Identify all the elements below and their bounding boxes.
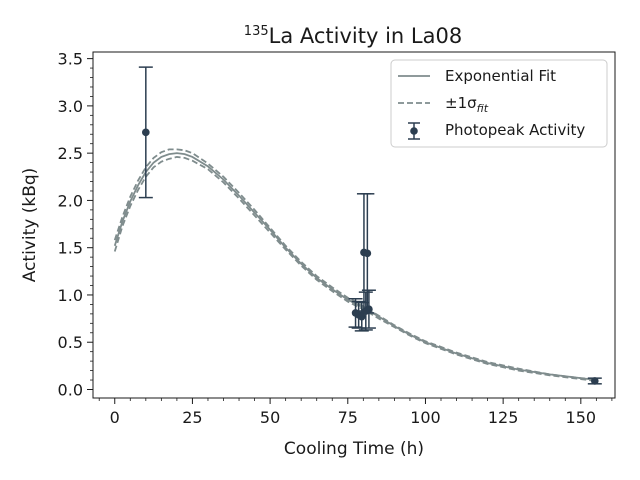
- x-tick-label: 125: [488, 408, 519, 427]
- legend: Exponential Fit ±1σfit Photopeak Activit…: [390, 59, 608, 148]
- y-tick-label: 0.0: [58, 380, 83, 399]
- chart-title-main: La Activity in La08: [269, 24, 463, 48]
- x-tick-label: 150: [566, 408, 597, 427]
- point-marker: [365, 305, 373, 313]
- y-axis: 0.0 0.5 1.0 1.5 2.0 2.5 3.0 3.5: [58, 50, 93, 399]
- x-tick-label: 50: [260, 408, 280, 427]
- band-lower-line: [113, 156, 597, 382]
- y-tick-label: 2.0: [58, 191, 83, 210]
- point-marker: [357, 312, 366, 321]
- y-tick-label: 2.5: [58, 144, 83, 163]
- point-marker: [591, 377, 599, 385]
- chart-title-superscript: 135: [244, 24, 269, 39]
- legend-marker: [410, 127, 418, 135]
- legend-points-label: Photopeak Activity: [445, 121, 585, 139]
- legend-band-label: ±1σfit: [445, 94, 489, 115]
- data-point: [361, 289, 376, 329]
- legend-band-label-main: ±1σ: [445, 94, 477, 112]
- y-tick-label: 1.0: [58, 286, 83, 305]
- data-point: [587, 377, 602, 385]
- x-axis: 0 25 50 75 100 125 150: [98, 398, 613, 427]
- point-marker: [142, 128, 150, 137]
- legend-fit-label: Exponential Fit: [445, 67, 556, 85]
- legend-band-label-sub: fit: [477, 102, 489, 115]
- x-tick-label: 75: [338, 408, 358, 427]
- x-tick-label: 25: [182, 408, 202, 427]
- data-point: [360, 193, 375, 314]
- y-tick-label: 0.5: [58, 333, 83, 352]
- y-tick-label: 1.5: [58, 239, 83, 258]
- data-point: [138, 66, 153, 199]
- x-tick-label: 0: [110, 408, 120, 427]
- point-marker: [363, 249, 372, 258]
- y-tick-label: 3.5: [58, 50, 83, 69]
- x-tick-label: 100: [410, 408, 441, 427]
- legend-box: [390, 59, 608, 148]
- chart-title: 135La Activity in La08: [244, 24, 462, 48]
- fit-line: [113, 152, 597, 381]
- band-upper-line: [113, 148, 597, 380]
- x-axis-label: Cooling Time (h): [284, 439, 424, 459]
- y-axis-label: Activity (kBq): [20, 168, 40, 283]
- legend-points-swatch: [408, 122, 420, 140]
- photopeak-points: [138, 66, 602, 385]
- y-tick-label: 3.0: [58, 97, 83, 116]
